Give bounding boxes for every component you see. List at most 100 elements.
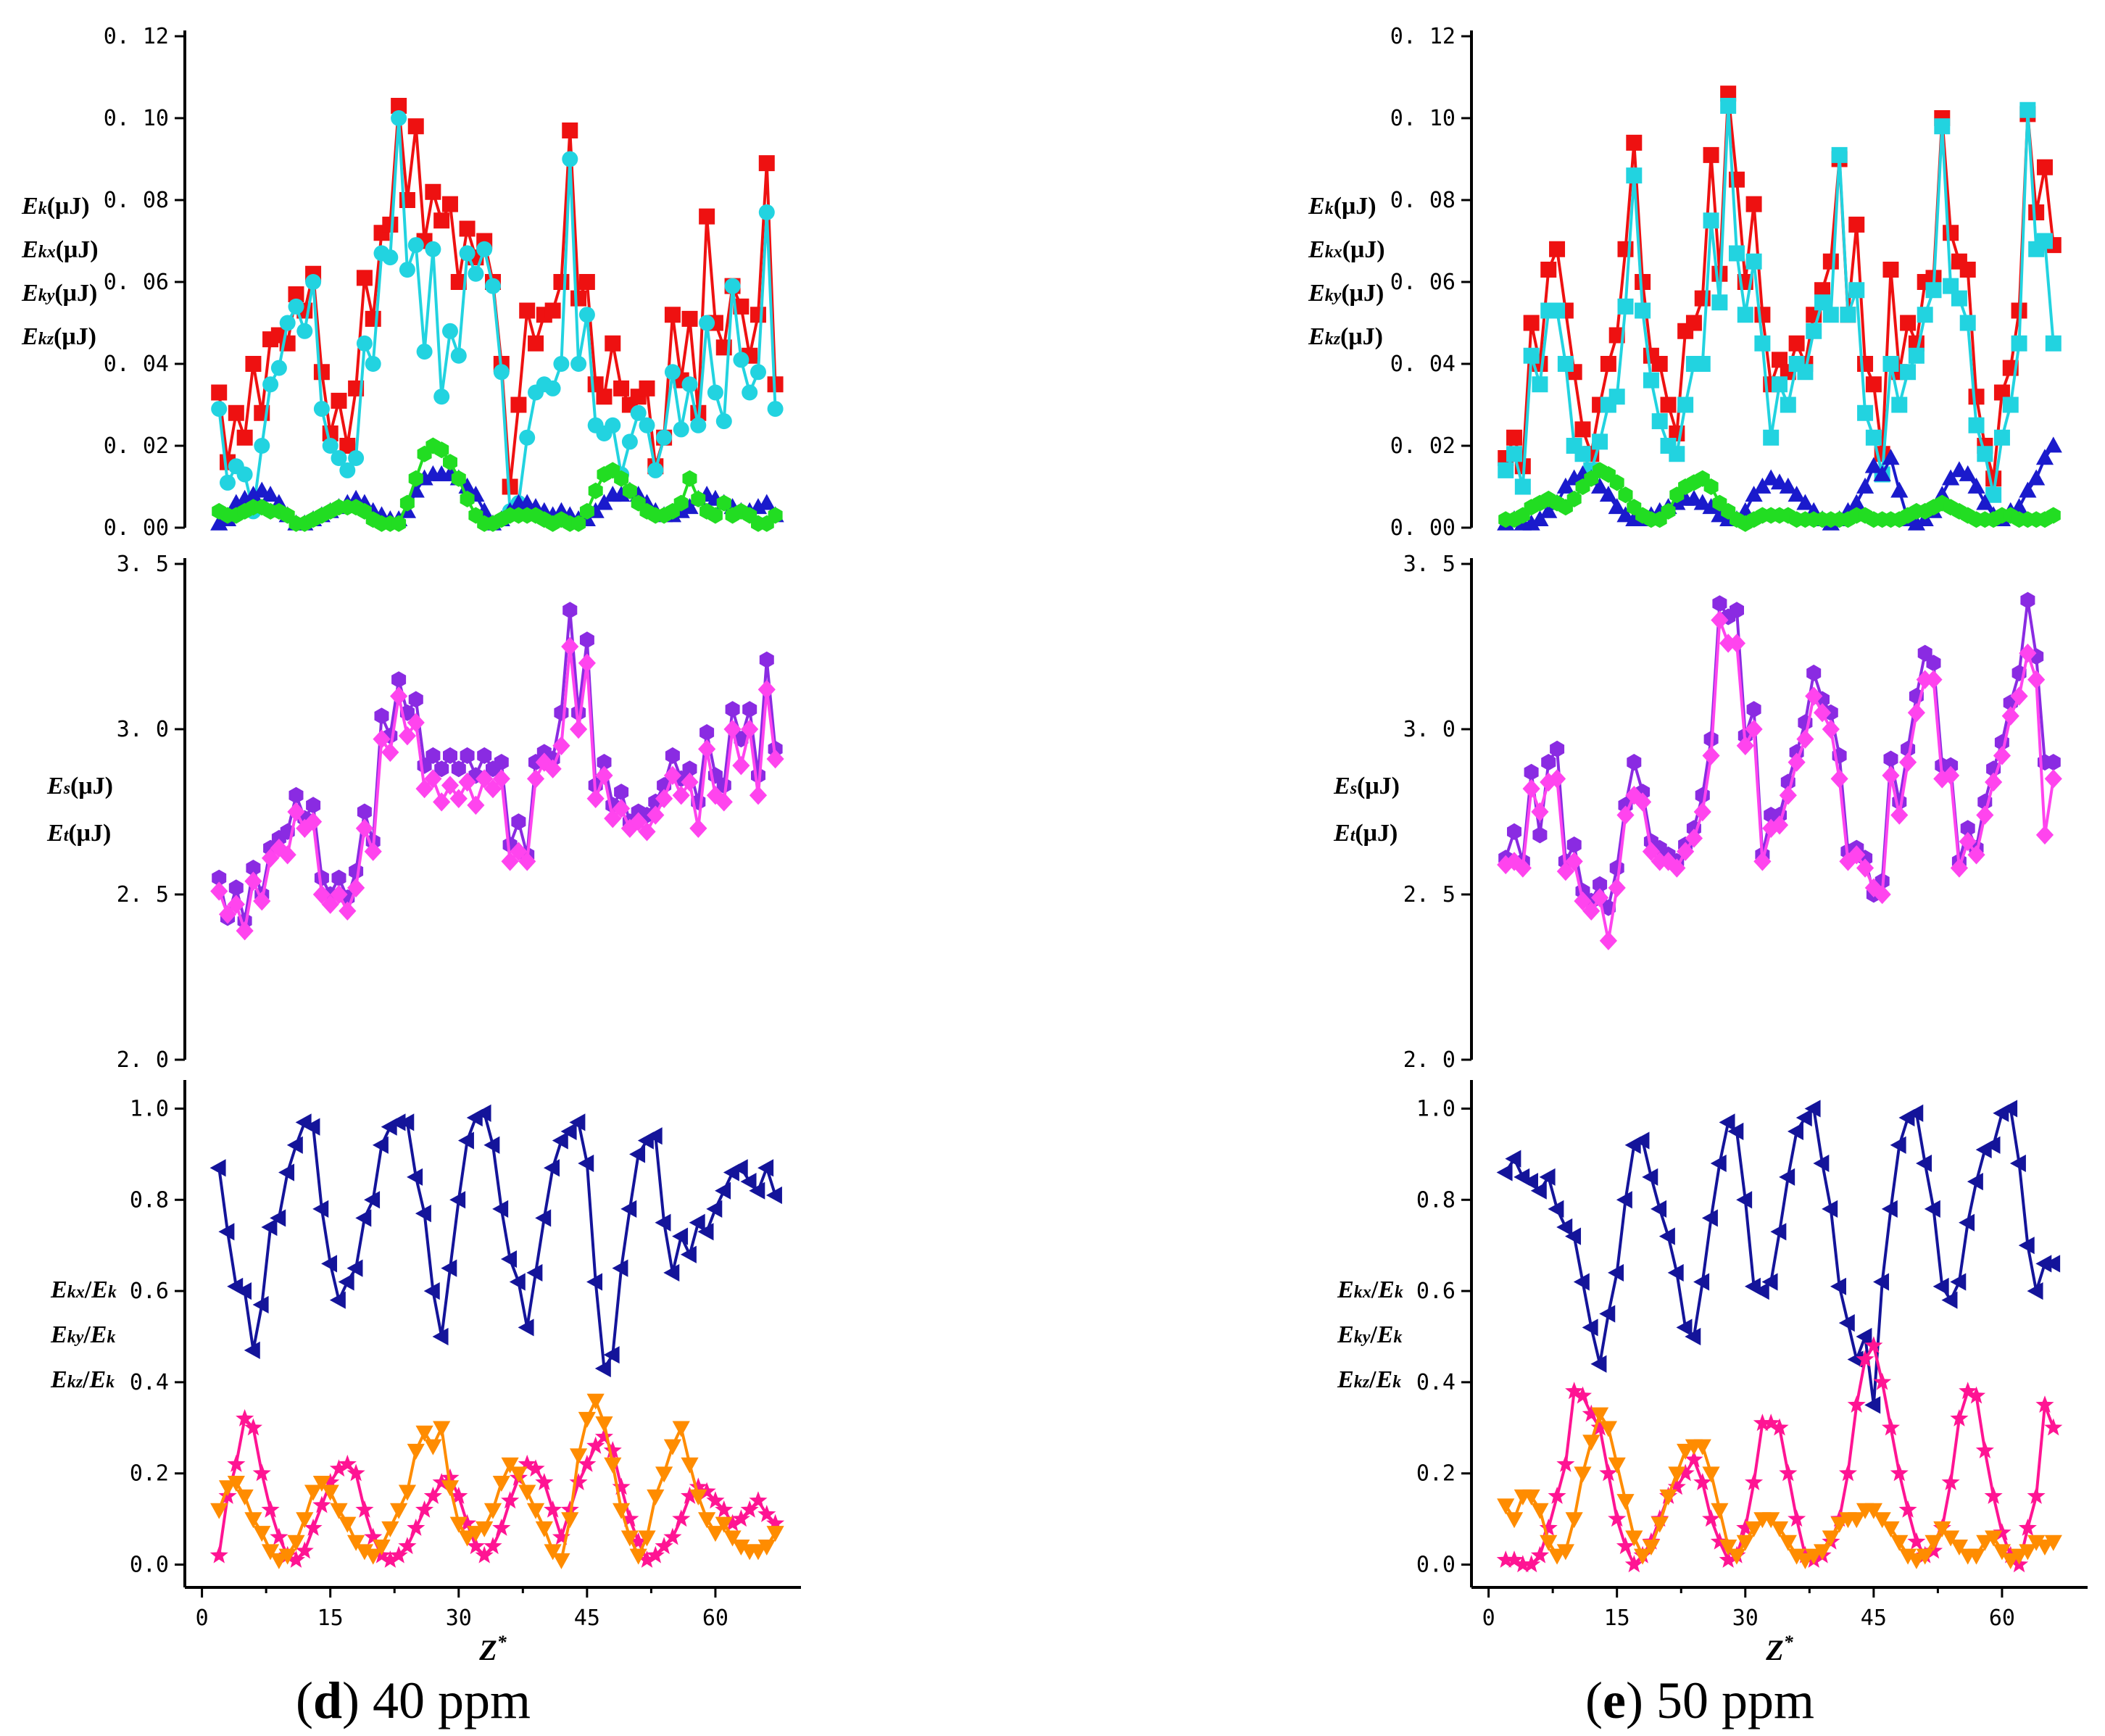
- data-point: [1813, 703, 1832, 723]
- y-tick-label: 2. 0: [1403, 1047, 1456, 1073]
- data-point: [227, 1454, 246, 1472]
- data-point: [526, 769, 545, 789]
- data-point: [1676, 1318, 1693, 1337]
- data-point: [528, 335, 544, 352]
- data-point: [459, 220, 476, 237]
- data-point: [578, 274, 595, 290]
- series-ratio_x: [1496, 1100, 2061, 1414]
- data-point: [579, 631, 594, 649]
- data-point: [2036, 159, 2053, 175]
- data-point: [681, 1487, 699, 1504]
- data-point: [706, 1526, 725, 1542]
- data-point: [767, 401, 784, 418]
- data-point: [1539, 1168, 1556, 1186]
- data-point: [329, 1291, 346, 1309]
- data-point: [552, 1527, 570, 1545]
- data-point: [1943, 225, 1959, 241]
- data-point: [347, 1534, 365, 1551]
- data-point: [1609, 474, 1624, 491]
- y-tick-label: 0.0: [1416, 1553, 1456, 1578]
- data-point: [476, 241, 493, 257]
- data-point: [1770, 1521, 1789, 1537]
- y-tick-label: 0. 00: [104, 515, 169, 541]
- data-point: [1626, 134, 1643, 151]
- data-point: [2044, 769, 2062, 789]
- data-point: [715, 1516, 733, 1533]
- data-point: [1779, 786, 1797, 805]
- data-point: [724, 278, 741, 294]
- data-point: [758, 155, 775, 172]
- data-point: [681, 498, 699, 515]
- data-point: [518, 1484, 536, 1501]
- y-tick-label: 0. 08: [1390, 188, 1456, 213]
- data-point: [544, 302, 561, 319]
- data-point: [390, 686, 408, 706]
- data-point: [1541, 754, 1556, 771]
- data-point: [1710, 1154, 1727, 1173]
- data-point: [2018, 1237, 2035, 1255]
- data-point: [1942, 469, 1960, 486]
- data-point: [2027, 1487, 2046, 1504]
- data-point: [707, 384, 723, 401]
- data-point: [407, 1443, 425, 1460]
- data-point: [629, 1532, 648, 1550]
- data-point: [1642, 1168, 1658, 1186]
- data-point: [1967, 845, 1985, 865]
- data-point: [706, 786, 725, 805]
- data-point: [1959, 315, 1976, 331]
- data-point: [432, 1473, 451, 1490]
- data-point: [1848, 282, 1865, 299]
- data-point: [1676, 1463, 1695, 1482]
- data-point: [449, 1191, 466, 1209]
- data-point: [1522, 514, 1540, 531]
- data-point: [1967, 477, 1985, 494]
- data-point: [425, 241, 441, 257]
- data-point: [1813, 1544, 1832, 1561]
- data-point: [749, 786, 768, 805]
- data-point: [2001, 1553, 2019, 1569]
- data-point: [1616, 1191, 1632, 1209]
- data-point: [1976, 494, 1994, 510]
- data-point: [597, 754, 612, 771]
- data-point: [228, 879, 244, 897]
- data-point: [768, 507, 783, 524]
- data-point: [415, 1500, 434, 1518]
- data-point: [646, 1127, 663, 1145]
- data-point: [1677, 842, 1695, 861]
- data-point: [382, 216, 399, 233]
- data-point: [433, 1421, 451, 1437]
- data-point: [749, 1544, 768, 1561]
- data-point: [1548, 1487, 1566, 1504]
- data-point: [312, 1495, 331, 1513]
- data-point: [321, 1484, 339, 1501]
- data-point: [331, 869, 346, 886]
- data-point: [1814, 282, 1831, 299]
- y-axis-label: Eky/Ek: [50, 1321, 115, 1348]
- data-point: [733, 298, 750, 315]
- data-point: [1531, 510, 1549, 527]
- data-point: [647, 1489, 665, 1505]
- data-point: [1864, 1503, 1882, 1519]
- data-point: [492, 1200, 509, 1218]
- x-tick-label: 45: [1861, 1606, 1887, 1631]
- data-point: [544, 759, 562, 778]
- data-point: [1556, 1218, 1573, 1237]
- data-point: [391, 671, 407, 689]
- data-point: [1593, 876, 1608, 893]
- data-point: [1984, 1136, 2001, 1154]
- y-tick-label: 0.2: [1416, 1461, 1456, 1487]
- data-point: [750, 364, 766, 381]
- x-tick-label: 0: [196, 1606, 209, 1631]
- data-point: [595, 1416, 613, 1433]
- data-point: [1745, 253, 1762, 270]
- data-point: [339, 462, 356, 478]
- data-point: [1727, 634, 1746, 653]
- data-point: [254, 438, 270, 454]
- data-point: [1805, 686, 1823, 706]
- data-point: [1813, 1154, 1830, 1173]
- data-point: [1770, 1418, 1789, 1436]
- data-point: [468, 265, 484, 282]
- data-point: [1857, 404, 1874, 421]
- data-point: [1659, 1489, 1677, 1505]
- data-point: [629, 1548, 647, 1565]
